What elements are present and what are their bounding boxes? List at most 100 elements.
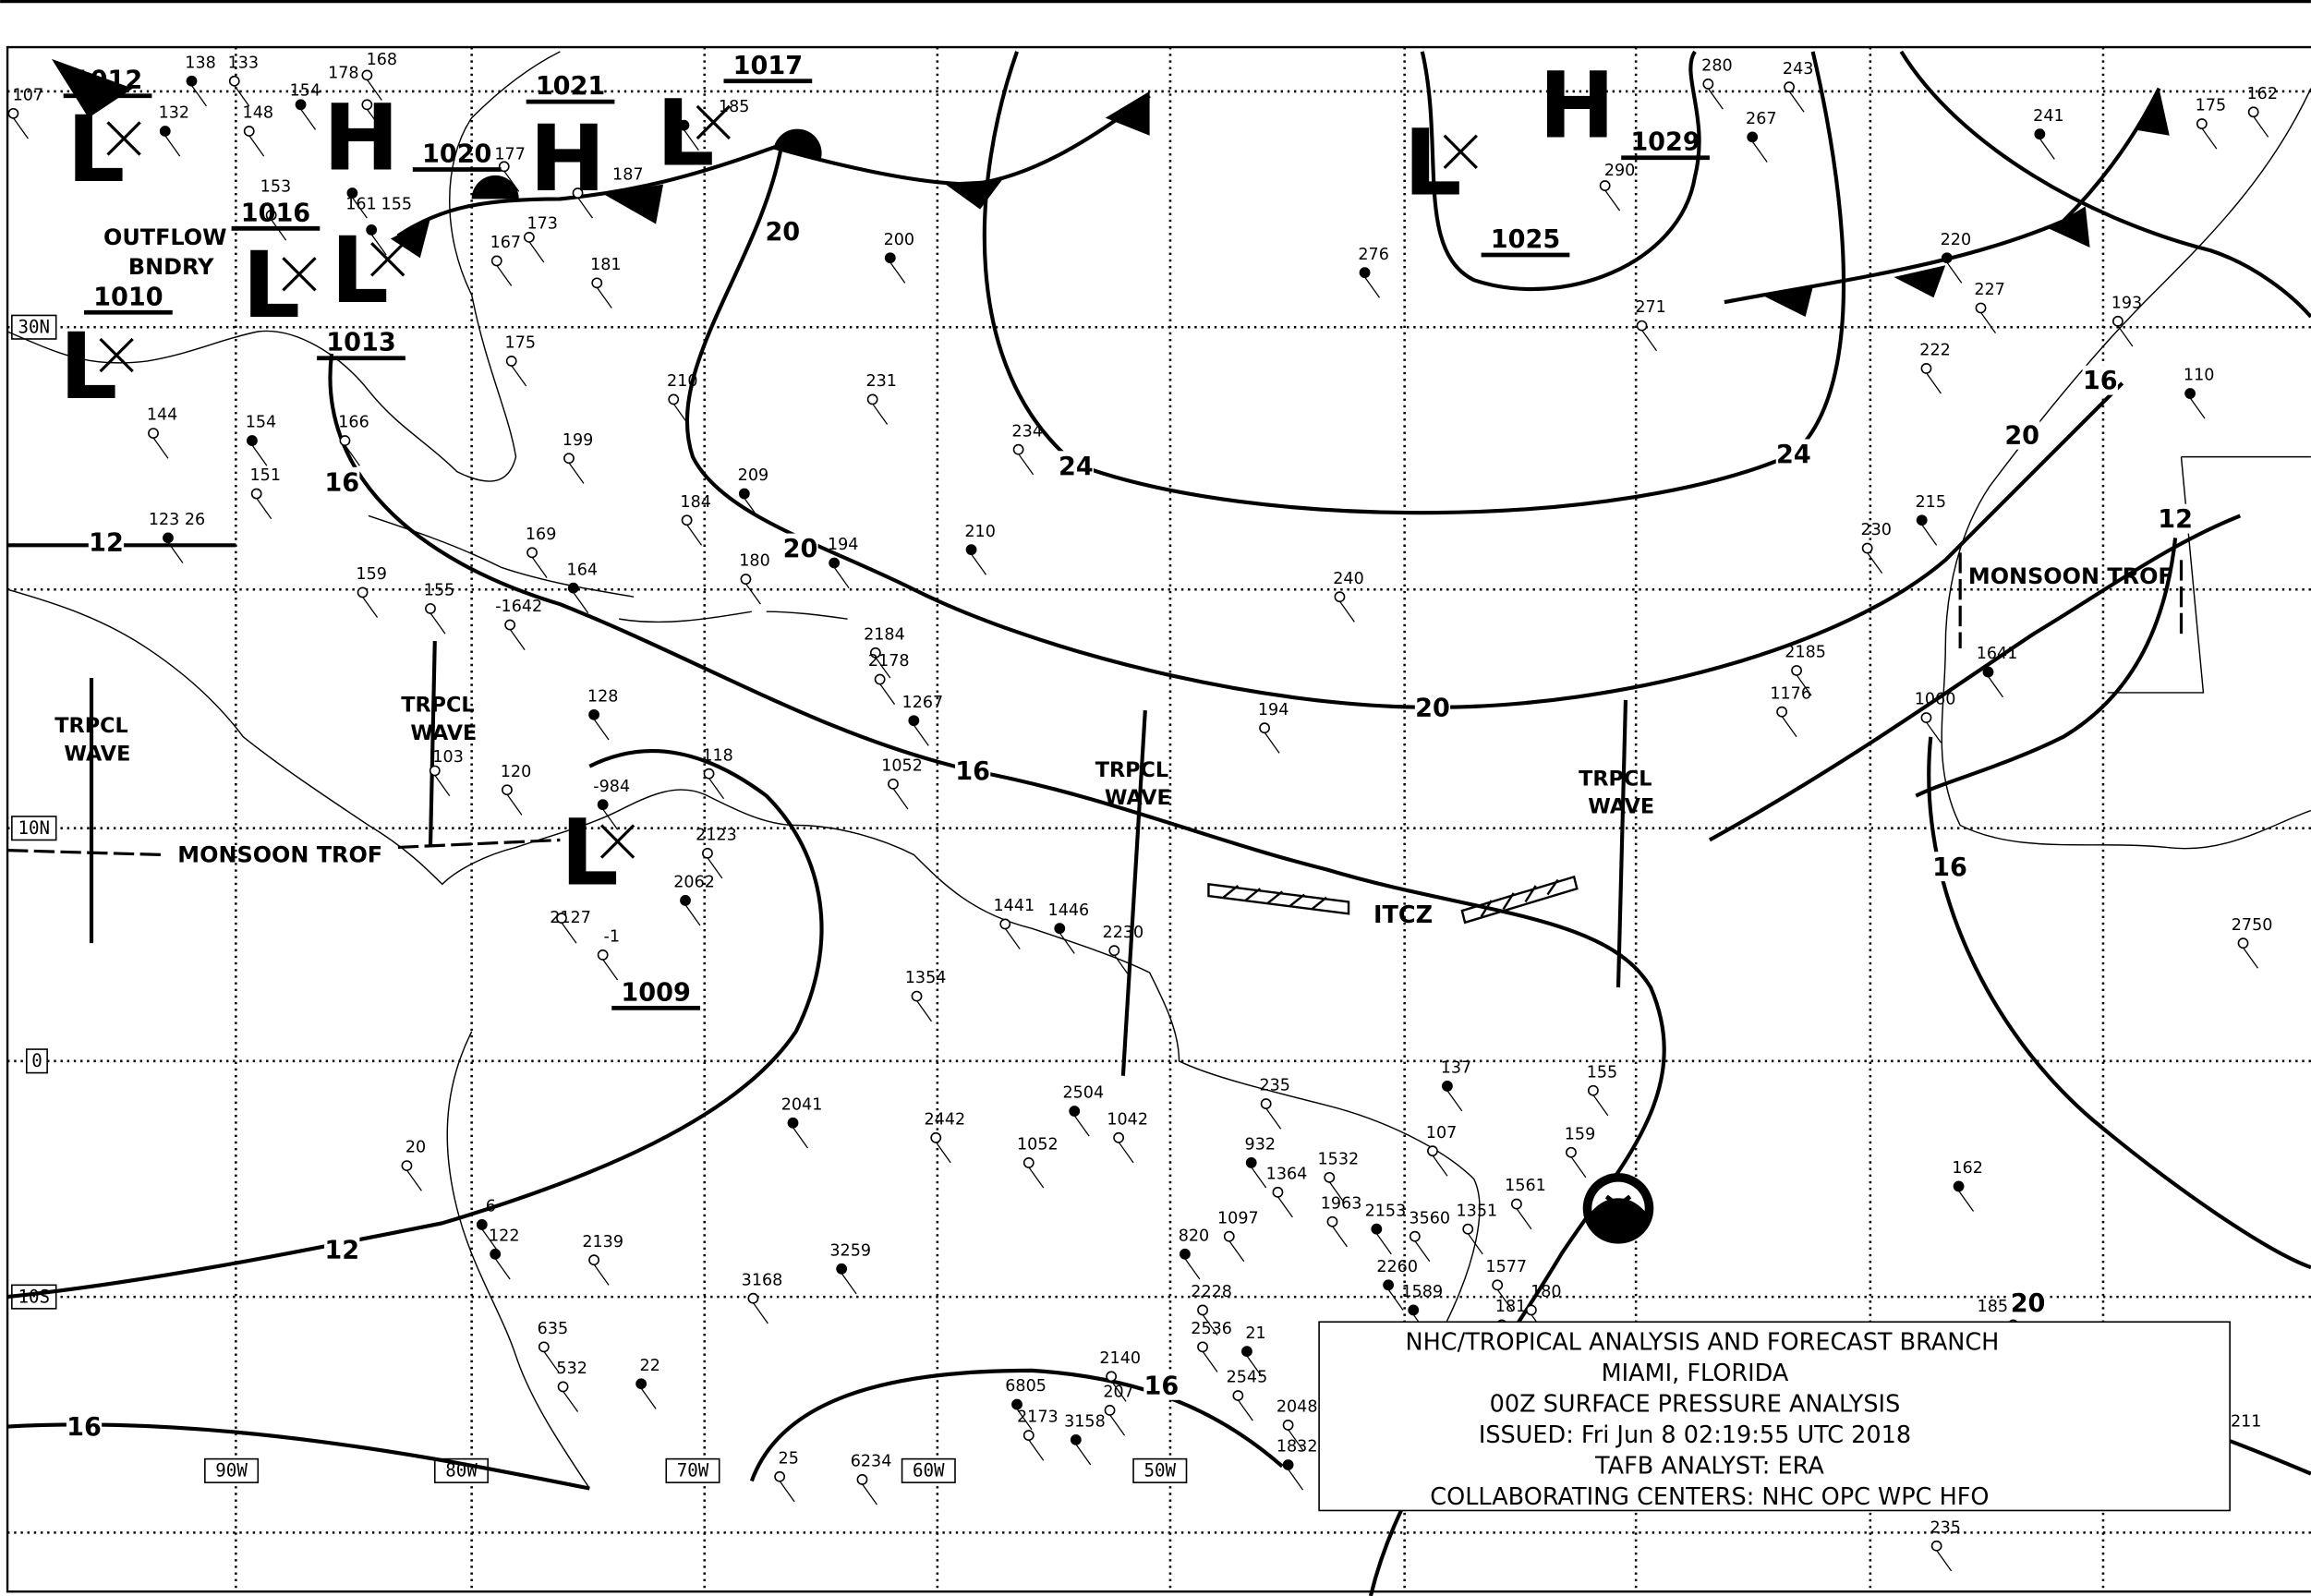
latitude-label-box: [25, 1048, 48, 1074]
isobar-1020: [684, 147, 2124, 709]
outflow-boundary-label: BNDRY: [128, 254, 214, 280]
station-circle: [2247, 106, 2259, 118]
wind-barb: [1796, 674, 1812, 696]
wind-barb: [683, 129, 699, 151]
station-circle: [999, 918, 1011, 930]
wind-barb: [602, 959, 619, 981]
isobar-label-bg: [765, 216, 801, 247]
station-value: 1176: [1770, 684, 1811, 703]
station-circle: [1245, 1156, 1257, 1168]
wind-barb: [1016, 1408, 1033, 1431]
wind-barb: [707, 857, 723, 879]
station-value: 173: [526, 214, 558, 233]
station-value: 267: [1746, 110, 1777, 128]
station-circle: [774, 1470, 786, 1482]
station-circle: [1113, 1131, 1125, 1143]
tropical-wave-label: TRPCL: [401, 694, 474, 718]
wind-barb: [496, 264, 513, 286]
station-value: 177: [494, 145, 526, 163]
station-circle: [228, 75, 240, 87]
station-value: 1060: [1915, 691, 1956, 709]
station-circle: [1241, 1346, 1252, 1358]
cold-front-symbol: [390, 218, 430, 259]
wind-barb: [879, 683, 896, 706]
isobar-label-bg: [88, 527, 125, 558]
station-circle: [1920, 712, 1932, 723]
caption-location: MIAMI, FLORIDA: [1602, 1360, 1789, 1387]
station-circle: [591, 277, 603, 289]
longitude-label-box: [1132, 1457, 1188, 1483]
caption-product: 00Z SURFACE PRESSURE ANALYSIS: [1490, 1391, 1901, 1419]
wind-barb: [744, 497, 760, 520]
station-value: 120: [501, 763, 532, 781]
station-value: 154: [290, 82, 321, 101]
station-value: -1642: [495, 598, 542, 616]
itcz-band: [1207, 875, 1579, 925]
low-center-x-icon: [99, 337, 134, 373]
station-circle: [856, 1474, 868, 1485]
wind-barb: [640, 1387, 657, 1409]
station-circle: [295, 99, 307, 111]
station-circle: [787, 1117, 799, 1129]
wind-barb: [1987, 675, 2003, 698]
station-value: 2504: [1062, 1084, 1104, 1103]
station-circle: [1525, 1304, 1537, 1316]
station-circle: [1324, 1171, 1336, 1183]
station-circle: [163, 532, 174, 544]
monsoon-trough-label: MONSOON TROF: [177, 841, 382, 867]
isobar-label: 16: [324, 468, 359, 497]
station-value: 635: [538, 1320, 569, 1338]
station-value: 532: [556, 1360, 587, 1378]
station-value: 168: [367, 51, 398, 69]
wind-barb: [190, 85, 207, 107]
station-circle: [1492, 1279, 1504, 1291]
station-circle: [7, 107, 19, 119]
wind-barb: [833, 566, 850, 589]
isobar-label-bg: [1058, 451, 1094, 481]
isobar-label: 12: [89, 529, 124, 558]
wind-barb: [1570, 1156, 1587, 1179]
cold-front-symbol: [2048, 206, 2090, 248]
isobar-label-bg: [1775, 439, 1812, 469]
station-circle: [250, 488, 262, 500]
isobar-label-bg: [1931, 852, 1968, 882]
station-circle: [1982, 666, 1994, 678]
latitude-label-box: [11, 314, 57, 340]
wind-barb: [1202, 1350, 1218, 1372]
latitude-label: 10N: [18, 817, 50, 839]
isobar-1012-south: [6, 749, 824, 1300]
wind-barb: [2117, 325, 2134, 347]
isobar-label-bg: [782, 533, 818, 563]
central-pressure-value: 1029: [1630, 128, 1700, 157]
cold-front-symbol: [2134, 88, 2170, 136]
station-circle: [1104, 1405, 1116, 1416]
tropical-wave-label: WAVE: [64, 742, 130, 766]
station-circle: [635, 1378, 647, 1390]
wind-barb: [1467, 1233, 1483, 1255]
station-circle: [1070, 1433, 1082, 1445]
station-value: 180: [1531, 1283, 1561, 1301]
wind-barb: [1387, 1288, 1404, 1311]
station-circle: [866, 393, 878, 405]
wind-barb: [503, 170, 520, 192]
station-circle: [538, 1341, 550, 1353]
station-value: 2230: [1103, 924, 1144, 942]
station-value: 153: [260, 177, 292, 196]
station-value: 22: [640, 1357, 660, 1375]
station-value: 2123: [696, 826, 737, 844]
station-circle: [1784, 81, 1795, 93]
station-value: 2127: [550, 909, 591, 927]
fronts: [51, 58, 2170, 318]
station-value: 159: [1565, 1125, 1596, 1143]
isobar-label: 16: [1932, 853, 1967, 882]
station-value: 2041: [781, 1095, 823, 1114]
station-circle: [888, 778, 899, 790]
station-value: 2185: [1785, 644, 1826, 662]
station-circle: [702, 847, 713, 859]
station-circle: [1326, 1215, 1338, 1227]
low-pressure-center: L: [59, 314, 117, 420]
station-circle: [1259, 722, 1270, 734]
wind-barb: [1110, 1380, 1127, 1402]
station-circle: [740, 574, 752, 585]
isobar-label: 20: [2004, 421, 2039, 450]
